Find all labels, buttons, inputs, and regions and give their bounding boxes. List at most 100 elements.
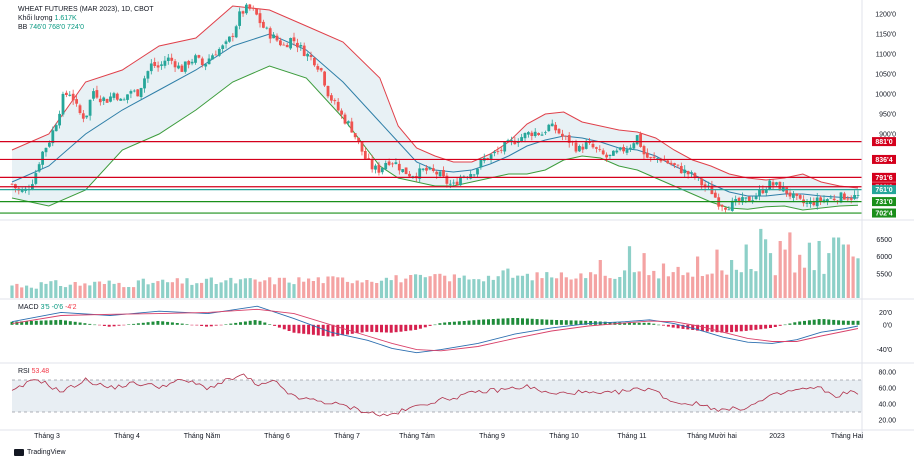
candle-body [693,173,697,178]
candle-body [343,114,347,124]
candle-body [741,197,744,203]
candle-body [326,86,330,97]
volume-bar [520,275,525,298]
volume-bar [253,279,257,298]
macd-histogram-bar [68,321,72,325]
candle-body [493,151,496,154]
candle-body [761,188,765,194]
volume-bar [336,277,340,298]
candle-body [642,146,646,155]
volume-bar [268,277,272,298]
candle-body [58,113,61,126]
candle-body [85,115,89,118]
macd-histogram-bar [229,323,233,325]
volume-bar [545,272,549,298]
macd-histogram-bar [482,319,486,325]
candle-body [737,197,741,202]
volume-bar [506,268,510,298]
macd-histogram-bar [608,322,612,325]
bb-value-2: 724'0 [67,24,84,31]
macd-label: MACD [18,304,39,311]
candle-body [228,36,231,42]
volume-bar [321,283,325,298]
price-level-tag-2 [872,172,896,182]
macd-histogram-bar [603,321,607,325]
candle-body [122,99,126,101]
candle-body [187,61,191,65]
volume-bar [574,278,578,298]
volume-bar [151,282,155,298]
candle-body [357,137,360,142]
volume-bar [209,277,213,298]
macd-histogram-bar [59,319,63,325]
candle-body [578,146,581,152]
macd-histogram-bar [102,324,106,326]
volume-bar [472,279,476,298]
volume-bar [428,276,432,298]
candle-body [88,99,92,116]
macd-histogram-bar [803,320,806,325]
candle-body [707,185,710,187]
volume-bar [384,277,388,298]
volume-bar [725,274,729,298]
tradingview-logo[interactable]: TradingView [14,449,66,456]
volume-bar [438,273,442,298]
macd-histogram-bar [671,324,675,328]
candle-body [758,189,761,196]
candle-body [530,132,534,136]
macd-histogram-bar [273,324,277,326]
price-tick-5: 950'0 [879,112,896,119]
volume-bar [29,287,33,298]
volume-bar [107,280,111,298]
candle-body [557,128,561,134]
candle-body [673,163,676,165]
candle-body [683,169,687,174]
volume-bar [238,279,243,298]
macd-histogram-bar [404,324,408,332]
volume-bar [229,277,233,298]
volume-bar [180,283,184,298]
volume-tick-2: 5500 [876,271,892,278]
candle-body [489,154,493,160]
candle-body [639,133,642,147]
volume-bar [705,274,709,298]
macd-histogram-bar [195,324,199,326]
candle-body [404,167,408,175]
time-tick-1: Tháng 4 [114,433,140,440]
volume-bar [127,287,131,298]
candle-body [608,154,612,156]
volume-bar [749,269,753,298]
candle-body [98,98,102,103]
candle-body [394,162,398,164]
candle-body [75,99,78,104]
macd-histogram-bar [462,321,466,325]
volume-bar [20,287,24,298]
bb-legend: BB 746'0 768'0 724'0 [18,23,84,32]
macd-histogram-bar [49,320,53,325]
candle-body [282,44,286,46]
macd-histogram-bar [569,320,573,325]
volume-bar [822,273,826,298]
candle-body [139,88,143,97]
candle-body [115,93,119,100]
macd-tick-1: 0'0 [883,322,892,329]
macd-histogram-bar [277,324,281,328]
time-tick-6: Tháng 9 [479,433,505,440]
candle-body [102,97,106,101]
macd-histogram-bar [73,321,77,325]
macd-tick-2: -40'0 [877,347,892,354]
volume-bar [117,282,121,298]
volume-bar [744,244,748,298]
volume-bar [54,280,58,298]
candle-body [781,186,785,192]
candle-body [479,159,483,168]
macd-histogram-bar [25,321,29,325]
candle-body [197,55,201,58]
macd-histogram-bar [467,320,471,325]
volume-bar [807,242,811,298]
candle-body [119,98,123,101]
volume-bar [467,279,471,298]
volume-bar [156,281,160,298]
